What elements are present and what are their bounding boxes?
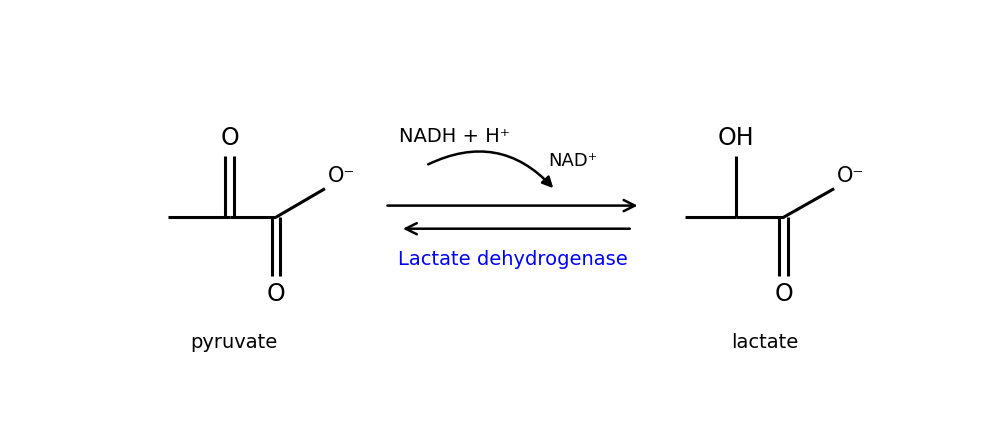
- Text: O⁻: O⁻: [328, 166, 355, 186]
- Text: OH: OH: [717, 126, 754, 150]
- Text: NAD⁺: NAD⁺: [548, 152, 598, 170]
- Text: NADH + H⁺: NADH + H⁺: [399, 127, 510, 146]
- Text: O⁻: O⁻: [837, 166, 865, 186]
- Text: pyruvate: pyruvate: [190, 333, 277, 352]
- FancyArrowPatch shape: [428, 151, 551, 186]
- Text: O: O: [774, 282, 793, 306]
- Text: lactate: lactate: [731, 333, 798, 352]
- Text: O: O: [220, 126, 239, 150]
- Text: Lactate dehydrogenase: Lactate dehydrogenase: [398, 250, 627, 269]
- Text: O: O: [267, 282, 286, 306]
